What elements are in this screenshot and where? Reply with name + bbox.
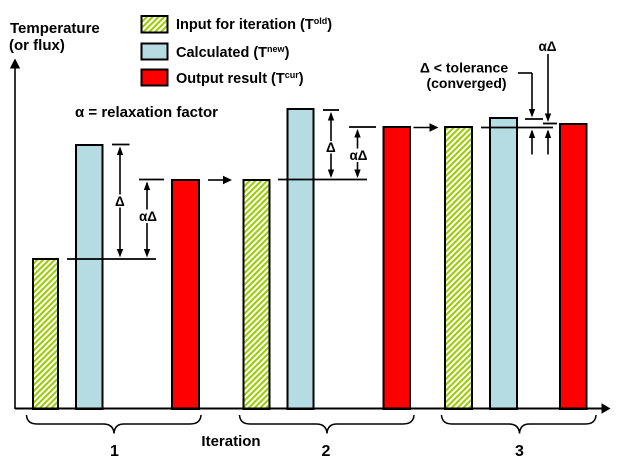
- svg-text:(or flux): (or flux): [9, 37, 65, 54]
- svg-text:(converged): (converged): [426, 75, 506, 91]
- svg-text:α = relaxation factor: α = relaxation factor: [75, 104, 218, 121]
- svg-text:Δ < tolerance: Δ < tolerance: [420, 60, 508, 76]
- svg-text:Calculated (Tnew): Calculated (Tnew): [176, 44, 290, 61]
- svg-text:Iteration: Iteration: [201, 433, 260, 450]
- svg-text:Temperature: Temperature: [10, 20, 100, 37]
- svg-text:αΔ: αΔ: [139, 209, 157, 224]
- svg-text:Input for iteration (Told): Input for iteration (Told): [176, 16, 332, 33]
- svg-text:2: 2: [322, 443, 331, 460]
- svg-text:Δ: Δ: [326, 140, 336, 155]
- svg-text:Output result (Tcur): Output result (Tcur): [176, 70, 304, 87]
- svg-text:1: 1: [110, 443, 119, 460]
- svg-text:3: 3: [515, 443, 524, 460]
- svg-text:αΔ: αΔ: [349, 148, 367, 163]
- svg-text:Δ: Δ: [115, 194, 125, 209]
- svg-text:αΔ: αΔ: [538, 39, 556, 54]
